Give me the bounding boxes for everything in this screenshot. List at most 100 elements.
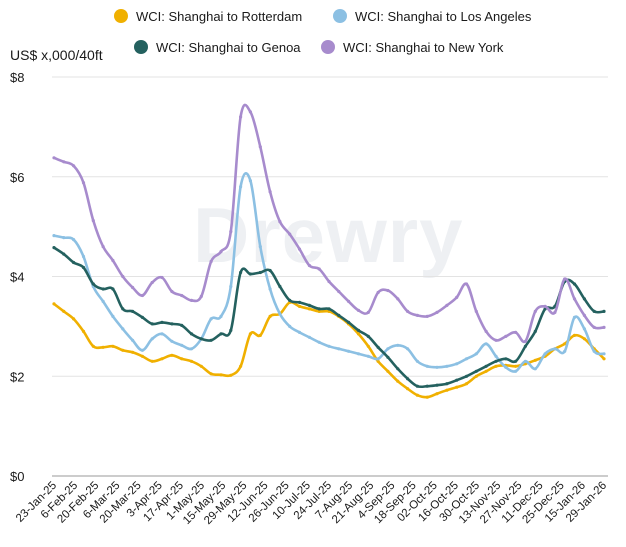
legend-marker-los_angeles [333, 9, 347, 23]
y-tick-label: $4 [10, 270, 24, 285]
data-point-rotterdam [445, 388, 449, 392]
legend-label-genoa: WCI: Shanghai to Genoa [156, 40, 301, 55]
data-point-rotterdam [582, 337, 587, 341]
data-point-rotterdam [209, 372, 213, 376]
data-point-new_york [131, 285, 135, 290]
data-point-genoa [121, 307, 125, 311]
data-point-new_york [268, 190, 272, 194]
data-point-los_angeles [474, 352, 478, 356]
data-point-new_york [533, 309, 537, 313]
legend-label-new_york: WCI: Shanghai to New York [343, 40, 504, 55]
data-point-genoa [366, 334, 370, 338]
data-point-genoa [386, 355, 390, 359]
data-point-genoa [268, 268, 272, 273]
data-point-new_york [415, 313, 419, 317]
legend-marker-new_york [321, 40, 335, 54]
data-point-rotterdam [356, 332, 361, 336]
data-point-los_angeles [189, 347, 194, 351]
data-point-genoa [494, 359, 498, 363]
data-point-rotterdam [72, 317, 76, 321]
data-point-genoa [209, 338, 213, 342]
data-point-new_york [406, 309, 410, 313]
data-point-rotterdam [494, 364, 498, 368]
data-point-genoa [229, 328, 233, 332]
data-point-genoa [81, 265, 86, 270]
data-point-los_angeles [268, 287, 272, 291]
data-point-rotterdam [484, 369, 488, 373]
data-point-los_angeles [131, 338, 135, 342]
data-point-los_angeles [445, 364, 449, 368]
data-point-new_york [288, 232, 292, 236]
data-point-rotterdam [317, 309, 321, 313]
data-point-new_york [356, 308, 361, 312]
data-point-new_york [81, 181, 86, 185]
data-point-los_angeles [415, 359, 419, 363]
data-point-new_york [347, 299, 351, 303]
y-tick-label: $2 [10, 369, 24, 384]
data-point-los_angeles [514, 369, 518, 373]
legend-item-rotterdam: WCI: Shanghai to Rotterdam [114, 9, 302, 24]
legend: WCI: Shanghai to Rotterdam WCI: Shanghai … [114, 9, 532, 55]
data-point-los_angeles [248, 179, 252, 183]
data-point-new_york [523, 339, 528, 343]
data-point-new_york [121, 274, 125, 279]
data-point-genoa [406, 377, 410, 381]
data-point-genoa [248, 272, 252, 276]
series-los_angeles [52, 172, 606, 373]
data-point-new_york [258, 145, 262, 149]
data-point-genoa [474, 369, 478, 373]
data-point-los_angeles [239, 185, 243, 189]
data-point-new_york [229, 230, 233, 234]
data-point-los_angeles [455, 362, 459, 366]
data-point-genoa [160, 320, 164, 324]
data-point-new_york [160, 275, 164, 280]
data-point-new_york [464, 282, 469, 286]
x-axis: 23-Jan-256-Feb-2520-Feb-256-Mar-2520-Mar… [14, 475, 609, 527]
data-point-los_angeles [592, 349, 596, 353]
data-point-genoa [484, 364, 488, 368]
data-point-new_york [504, 334, 508, 338]
data-point-genoa [523, 344, 528, 348]
data-point-genoa [72, 260, 76, 265]
data-point-los_angeles [337, 347, 341, 351]
data-point-new_york [101, 245, 105, 249]
data-point-los_angeles [219, 314, 223, 318]
data-point-new_york [484, 329, 488, 333]
data-point-los_angeles [62, 236, 66, 240]
data-point-los_angeles [278, 312, 282, 316]
data-point-rotterdam [258, 333, 262, 337]
data-point-genoa [219, 332, 223, 336]
data-point-genoa [111, 287, 115, 291]
data-point-rotterdam [602, 357, 606, 361]
data-point-los_angeles [376, 357, 380, 361]
data-point-rotterdam [415, 393, 419, 397]
data-point-new_york [219, 250, 223, 254]
data-point-rotterdam [514, 364, 518, 368]
legend-marker-genoa [134, 40, 148, 54]
data-point-rotterdam [297, 304, 302, 308]
data-point-genoa [533, 329, 537, 333]
data-point-rotterdam [533, 358, 537, 362]
data-point-rotterdam [150, 359, 154, 363]
data-point-los_angeles [406, 347, 410, 351]
data-point-new_york [199, 294, 203, 298]
data-point-new_york [602, 325, 606, 329]
legend-item-new_york: WCI: Shanghai to New York [321, 40, 504, 55]
data-point-los_angeles [563, 349, 567, 353]
data-point-rotterdam [199, 364, 203, 368]
data-point-new_york [514, 330, 518, 334]
data-point-los_angeles [111, 314, 115, 318]
y-tick-label: $8 [10, 70, 24, 85]
data-point-los_angeles [464, 357, 469, 361]
legend-item-los_angeles: WCI: Shanghai to Los Angeles [333, 9, 532, 24]
data-point-genoa [455, 378, 459, 382]
y-axis-unit-label: US$ x,000/40ft [10, 47, 103, 63]
data-point-new_york [297, 247, 302, 251]
data-point-rotterdam [268, 314, 272, 318]
data-point-rotterdam [62, 309, 66, 313]
data-point-rotterdam [366, 344, 370, 348]
data-point-genoa [445, 382, 449, 386]
data-point-new_york [248, 110, 252, 114]
